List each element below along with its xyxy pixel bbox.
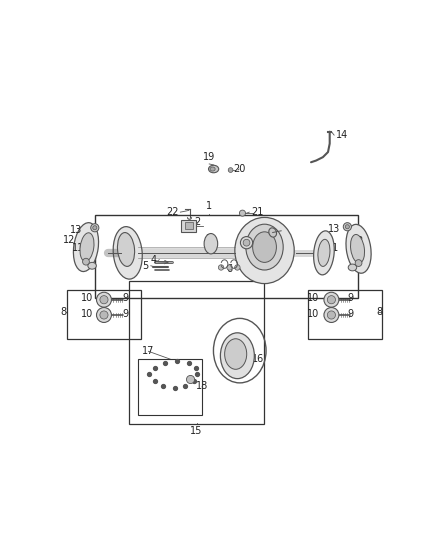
Text: 5: 5: [142, 261, 148, 271]
Ellipse shape: [348, 264, 357, 271]
Text: 13: 13: [328, 224, 341, 234]
Bar: [95, 215, 358, 298]
Text: 10: 10: [307, 293, 319, 303]
Text: 7: 7: [275, 231, 281, 241]
Bar: [181, 220, 196, 232]
Text: 17: 17: [142, 346, 155, 357]
Circle shape: [355, 260, 362, 266]
Ellipse shape: [346, 224, 371, 273]
Ellipse shape: [350, 235, 364, 263]
Ellipse shape: [210, 167, 215, 171]
Text: 8: 8: [61, 307, 67, 317]
Text: 15: 15: [191, 426, 203, 436]
Text: 18: 18: [191, 375, 208, 391]
Text: 1: 1: [206, 201, 212, 212]
Text: 13: 13: [71, 225, 83, 235]
Bar: [185, 222, 193, 229]
Circle shape: [100, 296, 108, 304]
Text: 9: 9: [122, 293, 128, 303]
Text: 4: 4: [151, 255, 156, 265]
Text: 20: 20: [233, 164, 245, 174]
Bar: [67, 289, 141, 339]
Ellipse shape: [225, 339, 247, 369]
Circle shape: [343, 223, 351, 231]
Circle shape: [327, 296, 336, 304]
Text: 11: 11: [327, 243, 339, 253]
Text: 2: 2: [194, 217, 200, 227]
Circle shape: [240, 237, 253, 249]
Text: 10: 10: [81, 293, 93, 303]
Text: 9: 9: [122, 309, 128, 319]
Text: 12: 12: [352, 236, 364, 246]
Circle shape: [219, 265, 224, 270]
Circle shape: [83, 259, 89, 265]
Circle shape: [240, 210, 246, 216]
Ellipse shape: [318, 239, 330, 266]
Ellipse shape: [269, 228, 276, 237]
Ellipse shape: [220, 333, 254, 378]
Text: 10: 10: [81, 309, 93, 319]
Ellipse shape: [80, 233, 94, 261]
Circle shape: [324, 292, 339, 307]
Circle shape: [227, 265, 232, 270]
Circle shape: [345, 225, 350, 229]
Ellipse shape: [74, 223, 99, 271]
Bar: [138, 359, 202, 415]
Ellipse shape: [88, 262, 96, 269]
Text: 9: 9: [347, 293, 353, 303]
Text: 16: 16: [252, 354, 265, 368]
Text: 3: 3: [206, 235, 217, 244]
Circle shape: [96, 292, 111, 307]
Text: 2: 2: [241, 231, 253, 243]
Circle shape: [96, 308, 111, 322]
Text: 10: 10: [307, 309, 319, 319]
Text: 22: 22: [166, 207, 179, 217]
Circle shape: [243, 239, 250, 246]
Circle shape: [327, 311, 336, 319]
Text: 6: 6: [226, 264, 233, 274]
Bar: [130, 281, 264, 424]
Ellipse shape: [246, 224, 283, 270]
Text: 21: 21: [251, 207, 263, 217]
Ellipse shape: [204, 233, 218, 254]
Ellipse shape: [235, 217, 294, 284]
Text: 14: 14: [336, 130, 348, 140]
Circle shape: [93, 225, 97, 230]
Text: 12: 12: [63, 235, 75, 245]
Ellipse shape: [208, 165, 219, 173]
Text: 8: 8: [377, 307, 383, 317]
Ellipse shape: [314, 231, 334, 275]
Ellipse shape: [117, 232, 134, 266]
Circle shape: [187, 375, 194, 384]
Text: 11: 11: [72, 243, 85, 253]
Circle shape: [91, 224, 99, 232]
Ellipse shape: [253, 232, 276, 262]
Text: 19: 19: [203, 152, 215, 162]
Circle shape: [100, 311, 108, 319]
Text: 9: 9: [347, 309, 353, 319]
Bar: [307, 289, 382, 339]
Circle shape: [235, 265, 240, 270]
Ellipse shape: [113, 227, 142, 279]
Circle shape: [228, 168, 233, 172]
Circle shape: [324, 308, 339, 322]
